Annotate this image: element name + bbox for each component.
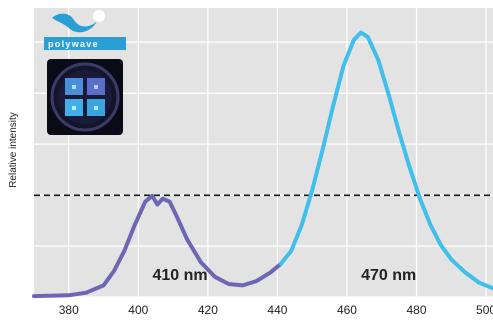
x-tick-label: 460 <box>337 303 357 317</box>
series-line-1 <box>278 30 493 291</box>
series-line-0 <box>32 193 283 299</box>
series-layer <box>32 30 493 299</box>
led-chip-image <box>47 59 123 135</box>
x-tick-label: 400 <box>128 303 148 317</box>
x-tick-label: 500 <box>476 303 493 317</box>
wave-icon <box>52 13 97 33</box>
x-tick-label: 420 <box>198 303 218 317</box>
x-axis-ticks: 380 400 420 440 460 480 500 <box>59 303 493 317</box>
polywave-logo: polywave <box>44 10 126 50</box>
y-axis-title: Relative intensity <box>8 112 19 188</box>
x-tick-label: 380 <box>59 303 79 317</box>
plot-area <box>34 8 493 297</box>
x-tick-label: 440 <box>267 303 287 317</box>
peak-label-470: 470 nm <box>361 267 416 284</box>
brand-wordmark: polywave <box>48 39 99 49</box>
brand-bar <box>44 37 126 50</box>
dot-icon <box>93 10 105 22</box>
peak-label-410: 410 nm <box>152 267 207 284</box>
x-tick-label: 480 <box>406 303 426 317</box>
